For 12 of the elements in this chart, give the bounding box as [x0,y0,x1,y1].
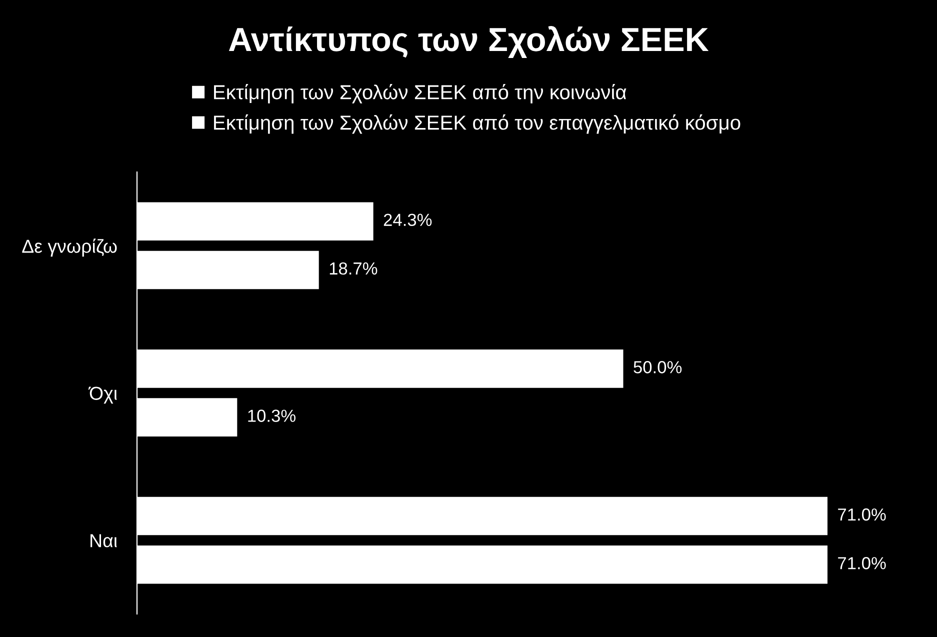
legend-label: Εκτίμηση των Σχολών ΣΕΕΚ από την κοινωνία [214,84,626,104]
chart-title: Αντίκτυπος των Σχολών ΣΕΕΚ [228,26,709,58]
data-label: 24.3% [384,214,432,226]
y-tick-label: Ναι [90,534,118,548]
data-label: 10.3% [248,410,296,422]
y-tick-label: Δε γνωρίζω [22,238,117,257]
data-label: 71.0% [838,557,886,570]
data-label: 71.0% [838,508,886,521]
data-label: 18.7% [330,262,378,275]
data-label: 50.0% [634,361,682,374]
legend-label: Εκτίμηση των Σχολών ΣΕΕΚ από τον επαγγελματικό κόσμο [214,114,740,134]
y-tick-label: Όχι [88,386,118,404]
